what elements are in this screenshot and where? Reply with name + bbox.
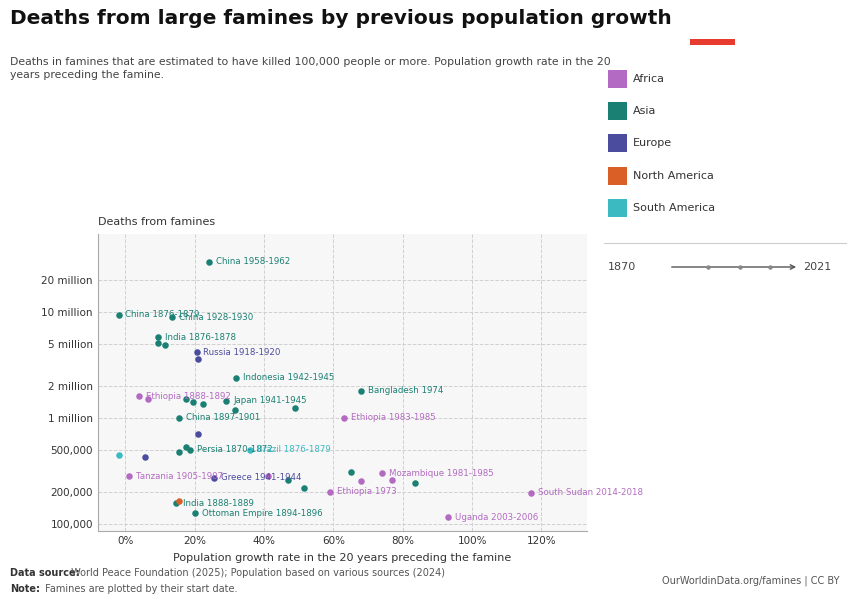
- Text: Asia: Asia: [633, 106, 656, 116]
- Point: [441, 512, 455, 522]
- Point: [191, 430, 205, 439]
- Text: Note:: Note:: [10, 584, 40, 594]
- Point: [261, 472, 275, 481]
- Point: [219, 396, 233, 406]
- Point: [166, 312, 179, 322]
- Point: [179, 394, 193, 404]
- Point: [151, 332, 165, 342]
- Point: [337, 413, 351, 422]
- Point: [207, 473, 221, 483]
- Point: [201, 257, 215, 266]
- Point: [354, 386, 368, 396]
- Point: [183, 445, 196, 454]
- Text: OurWorldinData.org/famines | CC BY: OurWorldinData.org/famines | CC BY: [662, 576, 840, 587]
- Point: [190, 347, 203, 357]
- Text: Indonesia 1942-1945: Indonesia 1942-1945: [243, 373, 335, 382]
- Text: India 1888-1889: India 1888-1889: [183, 499, 253, 508]
- Text: Ethiopia 1973: Ethiopia 1973: [337, 487, 397, 496]
- Point: [173, 496, 186, 505]
- Point: [173, 413, 186, 422]
- Text: Ethiopia 1888-1892: Ethiopia 1888-1892: [146, 392, 231, 401]
- Text: Bangladesh 1974: Bangladesh 1974: [368, 386, 444, 395]
- Text: Data source:: Data source:: [10, 568, 80, 578]
- Text: China 1876-1879: China 1876-1879: [126, 310, 200, 319]
- Point: [133, 392, 146, 401]
- Point: [354, 476, 368, 486]
- Text: Africa: Africa: [633, 74, 666, 83]
- Text: Famines are plotted by their start date.: Famines are plotted by their start date.: [42, 584, 238, 594]
- Point: [375, 469, 388, 478]
- X-axis label: Population growth rate in the 20 years preceding the famine: Population growth rate in the 20 years p…: [173, 553, 511, 563]
- Text: Uganda 2003-2006: Uganda 2003-2006: [455, 512, 538, 521]
- Text: Europe: Europe: [633, 139, 672, 148]
- Point: [281, 475, 295, 484]
- Point: [169, 499, 183, 508]
- Text: Our World: Our World: [728, 11, 788, 22]
- Text: Japan 1941-1945: Japan 1941-1945: [233, 397, 307, 406]
- Point: [408, 479, 422, 488]
- Point: [386, 475, 400, 484]
- Text: 1870: 1870: [608, 262, 636, 272]
- Text: Ethiopia 1983-1985: Ethiopia 1983-1985: [351, 413, 435, 422]
- Text: World Peace Foundation (2025); Population based on various sources (2024): World Peace Foundation (2025); Populatio…: [68, 568, 445, 578]
- Text: South Sudan 2014-2018: South Sudan 2014-2018: [538, 488, 643, 497]
- Text: India 1876-1878: India 1876-1878: [166, 333, 236, 342]
- Point: [344, 467, 358, 476]
- Text: Deaths in famines that are estimated to have killed 100,000 people or more. Popu: Deaths in famines that are estimated to …: [10, 57, 611, 80]
- Point: [188, 509, 201, 518]
- Text: Russia 1918-1920: Russia 1918-1920: [203, 347, 280, 356]
- Point: [288, 403, 302, 412]
- Text: Greece 1941-1944: Greece 1941-1944: [221, 473, 301, 482]
- Point: [159, 340, 173, 350]
- Text: Brazil 1876-1879: Brazil 1876-1879: [258, 445, 331, 454]
- Text: 2021: 2021: [803, 262, 831, 272]
- Point: [524, 488, 538, 497]
- Text: in Data: in Data: [737, 30, 779, 40]
- Text: Deaths from famines: Deaths from famines: [98, 217, 215, 227]
- Point: [111, 450, 125, 460]
- Point: [230, 373, 243, 383]
- Point: [243, 445, 257, 454]
- Point: [138, 452, 151, 461]
- Text: China 1897-1901: China 1897-1901: [186, 413, 260, 422]
- Text: Ottoman Empire 1894-1896: Ottoman Empire 1894-1896: [201, 509, 322, 518]
- Point: [111, 310, 125, 319]
- Point: [228, 405, 241, 415]
- Point: [141, 394, 155, 404]
- Point: [196, 400, 210, 409]
- Point: [191, 355, 205, 364]
- Text: Tanzania 1905-1907: Tanzania 1905-1907: [136, 472, 223, 481]
- Point: [122, 472, 136, 481]
- Text: China 1928-1930: China 1928-1930: [179, 313, 253, 322]
- Text: North America: North America: [633, 171, 714, 181]
- Point: [151, 338, 165, 348]
- Text: Persia 1870-1872: Persia 1870-1872: [196, 445, 272, 454]
- Point: [186, 398, 200, 407]
- Text: China 1958-1962: China 1958-1962: [216, 257, 290, 266]
- Text: Mozambique 1981-1985: Mozambique 1981-1985: [389, 469, 494, 478]
- Text: Deaths from large famines by previous population growth: Deaths from large famines by previous po…: [10, 9, 672, 28]
- Point: [323, 487, 337, 497]
- Text: South America: South America: [633, 203, 716, 213]
- Point: [298, 484, 311, 493]
- Bar: [690, 39, 734, 45]
- Point: [179, 442, 193, 452]
- Point: [173, 447, 186, 457]
